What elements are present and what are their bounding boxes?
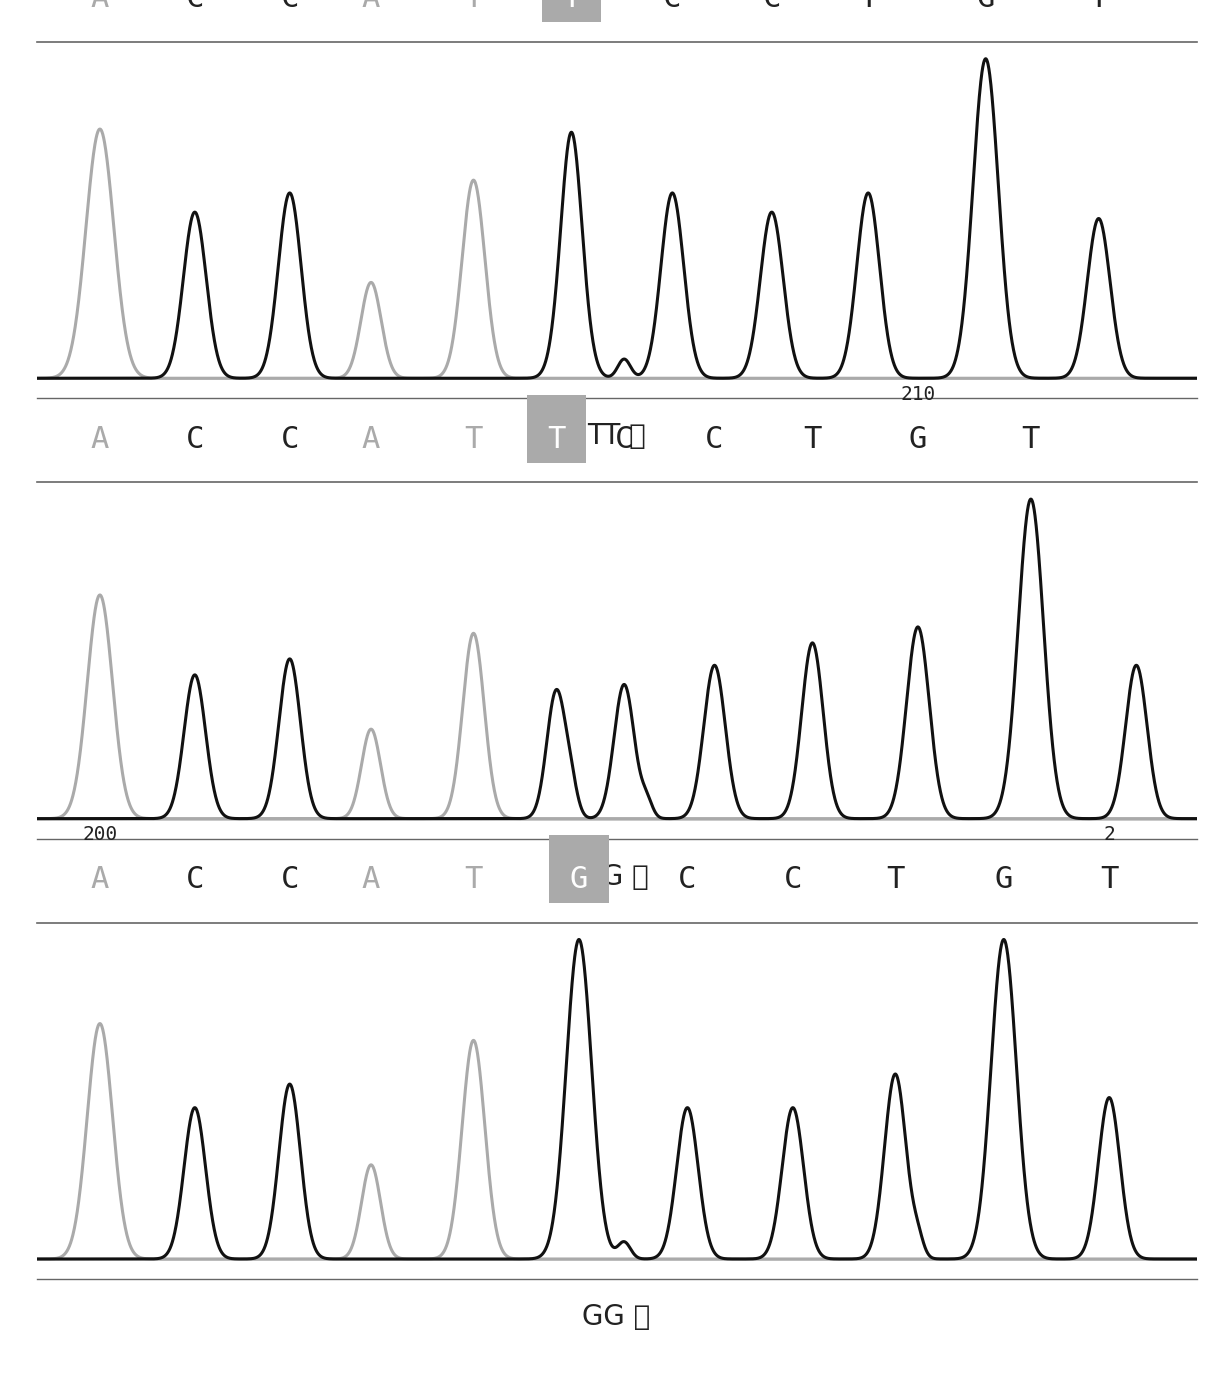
- Text: 210: 210: [900, 384, 935, 404]
- Text: A: A: [361, 425, 380, 454]
- Text: T: T: [860, 0, 878, 14]
- Text: T: T: [803, 425, 822, 454]
- Text: C: C: [186, 0, 204, 14]
- Text: 2: 2: [1104, 825, 1115, 844]
- Text: G: G: [908, 425, 927, 454]
- Text: C: C: [615, 425, 634, 454]
- Text: A: A: [90, 865, 109, 895]
- Text: C: C: [763, 0, 781, 14]
- Text: TT 型: TT 型: [587, 422, 646, 450]
- Text: T: T: [562, 0, 581, 14]
- FancyBboxPatch shape: [526, 396, 586, 463]
- Text: T: T: [547, 425, 565, 454]
- Text: C: C: [663, 0, 681, 14]
- Text: C: C: [281, 0, 299, 14]
- FancyBboxPatch shape: [542, 0, 601, 22]
- Text: T: T: [886, 865, 905, 895]
- Text: T: T: [464, 0, 482, 14]
- Text: GG 型: GG 型: [582, 1303, 651, 1331]
- Text: C: C: [281, 865, 299, 895]
- Text: A: A: [90, 425, 109, 454]
- Text: C: C: [706, 425, 724, 454]
- Text: T: T: [1100, 865, 1118, 895]
- Text: T: T: [464, 865, 482, 895]
- Text: A: A: [361, 0, 380, 14]
- Text: C: C: [784, 865, 802, 895]
- FancyBboxPatch shape: [549, 836, 609, 903]
- Text: C: C: [281, 425, 299, 454]
- Text: C: C: [186, 865, 204, 895]
- Text: G: G: [977, 0, 995, 14]
- Text: G: G: [570, 865, 589, 895]
- Text: A: A: [361, 865, 380, 895]
- Text: C: C: [186, 425, 204, 454]
- Text: C: C: [678, 865, 697, 895]
- Text: 200: 200: [82, 825, 117, 844]
- Text: T: T: [1089, 0, 1107, 14]
- Text: A: A: [90, 0, 109, 14]
- Text: T: T: [1022, 425, 1040, 454]
- Text: TG 型: TG 型: [585, 863, 648, 891]
- Text: G: G: [995, 865, 1013, 895]
- Text: T: T: [464, 425, 482, 454]
